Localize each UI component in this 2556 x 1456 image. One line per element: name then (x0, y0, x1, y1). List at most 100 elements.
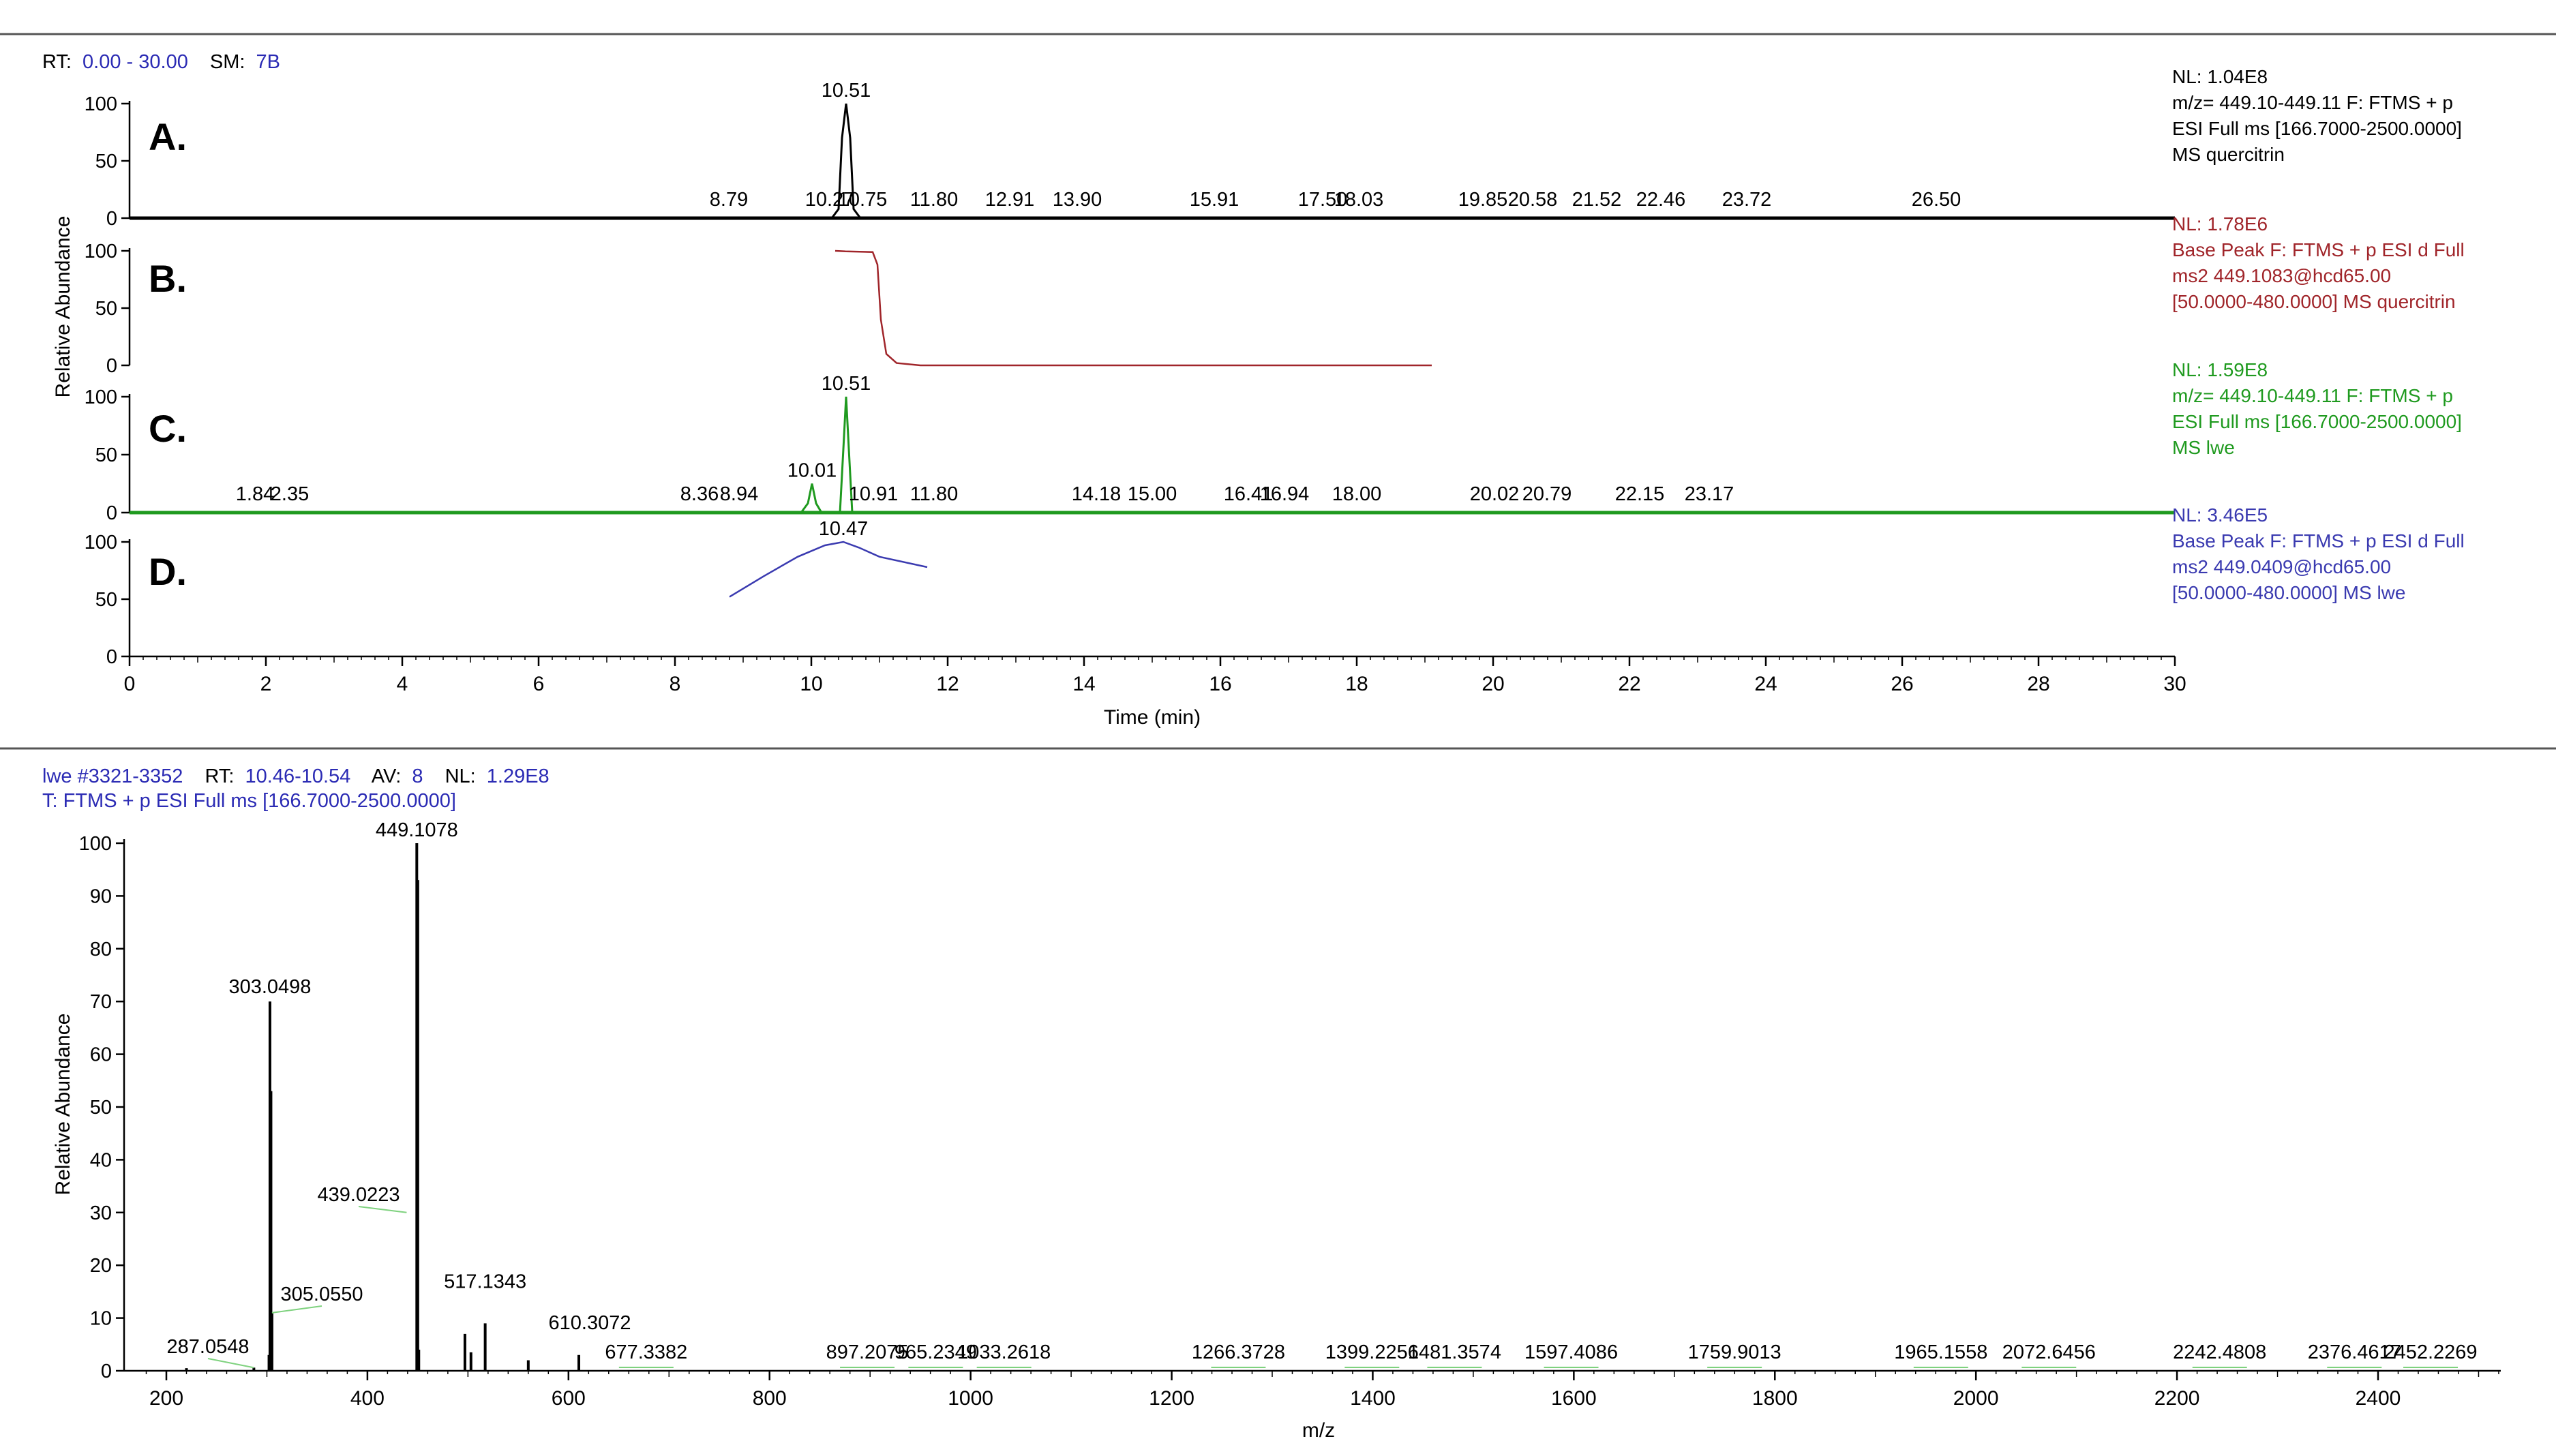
spectrum-ylabel: Relative Abundance (52, 1014, 74, 1196)
trace-line (130, 103, 2175, 219)
panel-label: B. (149, 257, 187, 300)
x-tick-label: 14 (1072, 673, 1095, 695)
chromatogram-ylabel: Relative Abundance (52, 216, 74, 398)
trace-info-line: ESI Full ms [166.7000-2500.0000] (2172, 118, 2462, 139)
spectrum-xlabel: m/z (1302, 1419, 1335, 1442)
spectrum-y-tick-label: 100 (79, 833, 112, 855)
peak-label: 8.94 (720, 483, 758, 505)
rt-label: RT: (42, 51, 72, 73)
panel-label: A. (149, 115, 187, 158)
spectrum-peak-label: 1399.2256 (1325, 1341, 1419, 1363)
spectrum-peak-label: 2452.2269 (2384, 1341, 2477, 1363)
y-tick-label: 0 (106, 502, 117, 524)
peak-label: 21.52 (1572, 189, 1622, 211)
spectrum-x-tick-label: 1200 (1149, 1387, 1194, 1410)
trace-info-line: [50.0000-480.0000] MS lwe (2172, 582, 2405, 603)
spectrum-y-tick-label: 70 (90, 991, 112, 1013)
y-tick-label: 100 (85, 386, 117, 408)
y-tick-label: 100 (85, 93, 117, 115)
chromatogram-xlabel: Time (min) (1104, 706, 1201, 729)
x-tick-label: 2 (260, 673, 272, 695)
peak-label: 16.41 (1224, 483, 1274, 505)
spectrum-rt-value: 10.46-10.54 (245, 765, 351, 787)
spectrum-peak-label: 610.3072 (549, 1312, 631, 1334)
peak-label: 18.00 (1332, 483, 1382, 505)
x-tick-label: 0 (124, 673, 136, 695)
sm-label: SM: (210, 51, 245, 73)
peak-label: 11.80 (910, 189, 958, 211)
scan-label: lwe #3321-3352 (42, 765, 183, 787)
x-tick-label: 8 (670, 673, 681, 695)
spectrum-x-tick-label: 1000 (948, 1387, 993, 1410)
y-tick-label: 0 (106, 355, 117, 377)
peak-label: 10.01 (787, 460, 837, 482)
trace-info-line: NL: 1.04E8 (2172, 66, 2268, 87)
spectrum-peak-label: 677.3382 (605, 1341, 687, 1363)
panel-label: C. (149, 407, 187, 450)
peak-label: 12.91 (985, 189, 1035, 211)
spectrum-x-tick-label: 2200 (2154, 1387, 2200, 1410)
spectrum-peak-label: 517.1343 (444, 1271, 526, 1292)
x-tick-label: 24 (1754, 673, 1777, 695)
spectrum-x-tick-label: 2000 (1953, 1387, 1999, 1410)
spectrum-y-tick-label: 30 (90, 1202, 112, 1224)
spectrum-x-tick-label: 400 (350, 1387, 385, 1410)
spectrum-peak-label: 1266.3728 (1192, 1341, 1285, 1363)
peak-label: 20.79 (1522, 483, 1572, 505)
trace-info-line: [50.0000-480.0000] MS quercitrin (2172, 291, 2456, 312)
spectrum-peak-label: 449.1078 (376, 819, 458, 841)
spectrum-x-tick-label: 1400 (1350, 1387, 1396, 1410)
panel-2 (121, 248, 1432, 367)
spectrum-header-line2: T: FTMS + p ESI Full ms [166.7000-2500.0… (42, 790, 456, 812)
x-tick-label: 12 (936, 673, 959, 695)
peak-label: 23.72 (1722, 189, 1772, 211)
peak-label: 18.03 (1334, 189, 1384, 211)
peak-label: 16.94 (1260, 483, 1310, 505)
spectrum-y-tick-label: 0 (101, 1361, 112, 1382)
spectrum-peak-label: 2376.4617 (2308, 1341, 2401, 1363)
peak-label: 23.17 (1685, 483, 1734, 505)
sm-value: 7B (256, 51, 280, 73)
nl-label: NL: (445, 765, 476, 787)
trace-info-line: m/z= 449.10-449.11 F: FTMS + p (2172, 92, 2453, 113)
spectrum-peak-label: 439.0223 (318, 1184, 400, 1206)
y-tick-label: 100 (85, 532, 117, 553)
spectrum-y-tick-label: 50 (90, 1097, 112, 1119)
peak-label: 26.50 (1912, 189, 1961, 211)
spectrum-peak-label: 2072.6456 (2002, 1341, 2096, 1363)
peak-label-leader (207, 1358, 254, 1369)
peak-label-leader (358, 1206, 407, 1213)
spectrum-peak-label: 287.0548 (167, 1336, 250, 1358)
trace-info-line: ESI Full ms [166.7000-2500.0000] (2172, 411, 2462, 432)
trace-line (835, 249, 1432, 367)
spectrum-header-line1: lwe #3321-3352 RT: 10.46-10.54 AV: 8 NL:… (42, 765, 550, 787)
y-tick-label: 0 (106, 646, 117, 668)
peak-label: 1.84 (236, 483, 274, 505)
spectrum-y-tick-label: 20 (90, 1255, 112, 1277)
spectrum-peak-label: 303.0498 (228, 976, 311, 998)
trace-info-line: m/z= 449.10-449.11 F: FTMS + p (2172, 385, 2453, 406)
x-tick-label: 20 (1482, 673, 1504, 695)
chromatogram-header: RT: 0.00 - 30.00 SM: 7B (42, 51, 280, 73)
trace-info-line: ms2 449.1083@hcd65.00 (2172, 265, 2391, 286)
spectrum-x-tick-label: 2400 (2356, 1387, 2401, 1410)
y-tick-label: 50 (95, 589, 117, 611)
panel-label: D. (149, 550, 187, 593)
spectrum-rt-label: RT: (205, 765, 234, 787)
spectrum-peak-label: 1033.2618 (957, 1341, 1051, 1363)
x-tick-label: 4 (397, 673, 408, 695)
panel-1 (121, 101, 2175, 220)
peak-label: 14.18 (1072, 483, 1122, 505)
spectrum-y-tick-label: 40 (90, 1149, 112, 1171)
peak-label: 17.50 (1298, 189, 1348, 211)
panel-3 (121, 394, 2175, 515)
panel-4 (121, 539, 928, 658)
peak-label: 20.58 (1508, 189, 1558, 211)
rt-value: 0.00 - 30.00 (82, 51, 188, 73)
nl-value: 1.29E8 (487, 765, 550, 787)
trace-info-line: ms2 449.0409@hcd65.00 (2172, 556, 2391, 577)
spectrum-peak-label: 1481.3574 (1408, 1341, 1501, 1363)
trace-info-line: NL: 1.78E6 (2172, 213, 2268, 234)
spectrum-y-tick-label: 90 (90, 885, 112, 907)
